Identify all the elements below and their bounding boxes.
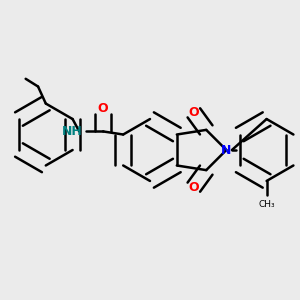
Text: CH₃: CH₃: [258, 200, 275, 209]
Text: O: O: [188, 106, 199, 119]
Text: O: O: [98, 102, 108, 115]
Text: N: N: [221, 143, 232, 157]
Text: NH: NH: [62, 125, 83, 138]
Text: O: O: [188, 181, 199, 194]
